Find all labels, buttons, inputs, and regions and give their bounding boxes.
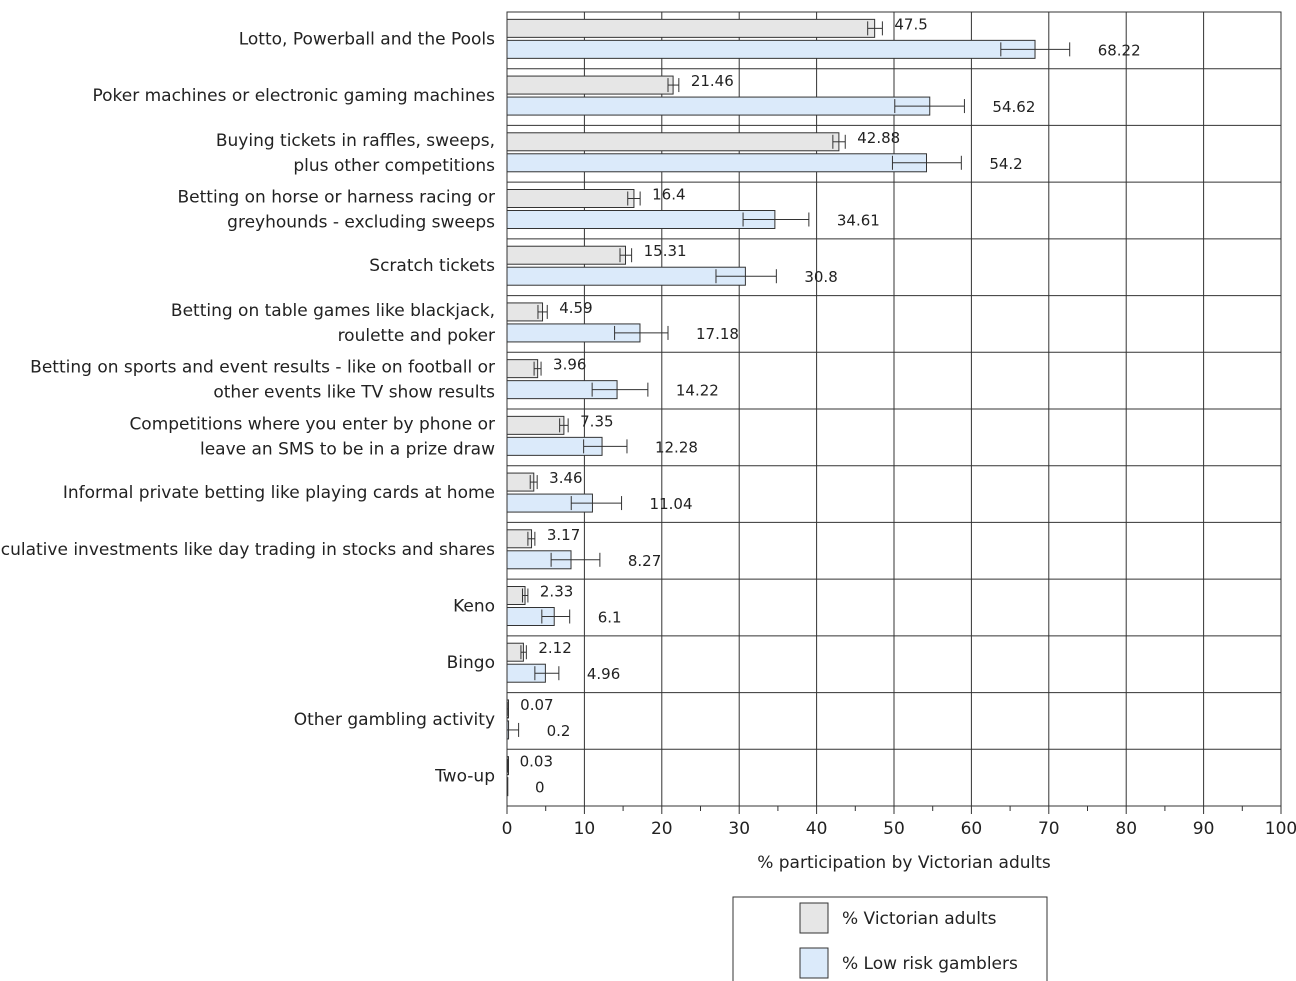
- category-label: Speculative investments like day trading…: [0, 540, 495, 560]
- x-tick-label: 20: [651, 819, 673, 839]
- category-label-line: Betting on table games like blackjack,: [171, 301, 495, 321]
- category-label-line: plus other competitions: [293, 156, 495, 176]
- x-tick-label: 90: [1193, 819, 1215, 839]
- data-label: 0.2: [547, 722, 571, 740]
- bar: [506, 302, 544, 322]
- data-label: 15.31: [644, 242, 687, 260]
- category-label: Buying tickets in raffles, sweeps, plus o…: [216, 131, 495, 176]
- data-label: 11.04: [650, 495, 693, 513]
- x-tick-label: 0: [502, 819, 513, 839]
- legend: % Victorian adults % Low risk gamblers: [732, 896, 1048, 981]
- x-tick-label: 50: [883, 819, 905, 839]
- data-label: 68.22: [1098, 41, 1141, 59]
- legend-frame: [732, 896, 1048, 981]
- bar: [506, 132, 840, 152]
- category-label: Informal private betting like playing ca…: [63, 483, 495, 503]
- bars: 47.5 68.22 21.46 54.62 42.88 54.2 16.4 34.61 15.…: [506, 15, 1141, 797]
- bar: [506, 75, 674, 95]
- data-label: 12.28: [655, 438, 698, 456]
- bar: [506, 415, 565, 435]
- data-label: 2.33: [540, 583, 573, 601]
- data-label: 0.07: [520, 696, 553, 714]
- data-label: 3.96: [553, 356, 586, 374]
- category-label-line: leave an SMS to be in a prize draw: [200, 439, 495, 459]
- data-label: 30.8: [804, 268, 837, 286]
- x-axis-title: % participation by Victorian adults: [757, 853, 1051, 873]
- category-label: Betting on sports and event results - li…: [30, 358, 495, 403]
- category-label: Scratch tickets: [369, 256, 495, 276]
- x-tick-label: 100: [1265, 819, 1296, 839]
- x-tick-label: 60: [961, 819, 983, 839]
- category-label: Lotto, Powerball and the Pools: [239, 29, 495, 49]
- bar: [506, 266, 746, 286]
- bar: [506, 153, 928, 173]
- bar: [506, 777, 509, 797]
- data-label: 17.18: [696, 325, 739, 343]
- category-labels: Lotto, Powerball and the Pools Poker mach…: [0, 29, 495, 786]
- category-label: Betting on horse or harness racing or gre…: [178, 188, 496, 233]
- category-label-line: Buying tickets in raffles, sweeps,: [216, 131, 495, 151]
- data-label: 16.4: [652, 186, 685, 204]
- category-label-line: other events like TV show results: [213, 383, 495, 403]
- bar: [506, 18, 876, 38]
- category-label: Poker machines or electronic gaming mach…: [92, 86, 495, 106]
- data-label: 47.5: [894, 15, 927, 33]
- legend-label: % Low risk gamblers: [842, 954, 1018, 974]
- category-label: Competitions where you enter by phone or…: [129, 414, 495, 459]
- data-label: 8.27: [628, 552, 661, 570]
- data-label: 54.2: [989, 155, 1022, 173]
- data-label: 14.22: [676, 382, 719, 400]
- data-label: 7.35: [580, 412, 613, 430]
- category-label: Keno: [453, 597, 495, 617]
- data-label: 6.1: [598, 609, 622, 627]
- category-label: Other gambling activity: [294, 710, 495, 730]
- data-label: 3.17: [547, 526, 580, 544]
- category-label: Bingo: [447, 653, 495, 673]
- x-tick-label: 70: [1038, 819, 1060, 839]
- bar: [506, 189, 635, 208]
- category-label-line: Betting on sports and event results - li…: [30, 358, 495, 378]
- bar: [506, 359, 539, 379]
- category-label-line: greyhounds - excluding sweeps: [227, 213, 495, 233]
- data-label: 0.03: [520, 753, 553, 771]
- data-label: 54.62: [992, 98, 1035, 116]
- x-tick-label: 80: [1115, 819, 1137, 839]
- data-label: 21.46: [691, 72, 734, 90]
- bar: [506, 210, 776, 229]
- data-label: 3.46: [549, 469, 582, 487]
- bar: [506, 245, 626, 265]
- bar: [506, 96, 931, 116]
- category-label: Betting on table games like blackjack, ro…: [171, 301, 495, 346]
- category-label-line: Betting on horse or harness racing or: [178, 188, 495, 208]
- data-label: 42.88: [857, 129, 900, 147]
- data-label: 4.96: [587, 665, 620, 683]
- category-label: Two-up: [434, 767, 495, 787]
- x-tick-label: 10: [574, 819, 596, 839]
- data-label: 0: [535, 779, 545, 797]
- x-tick-label: 30: [728, 819, 750, 839]
- legend-label: % Victorian adults: [842, 909, 997, 929]
- legend-swatch: [799, 947, 829, 979]
- data-label: 4.59: [559, 299, 592, 317]
- x-tick-label: 40: [806, 819, 828, 839]
- category-label-line: Competitions where you enter by phone or: [129, 414, 495, 434]
- category-label-line: roulette and poker: [338, 326, 495, 346]
- data-label: 34.61: [837, 212, 880, 230]
- x-axis: 0 10 20 30 40 50 60 70 80 90 100: [502, 806, 1296, 839]
- data-label: 2.12: [538, 639, 571, 657]
- bar: [506, 39, 1036, 59]
- legend-swatch: [799, 902, 829, 934]
- grid-lines: [506, 11, 1282, 807]
